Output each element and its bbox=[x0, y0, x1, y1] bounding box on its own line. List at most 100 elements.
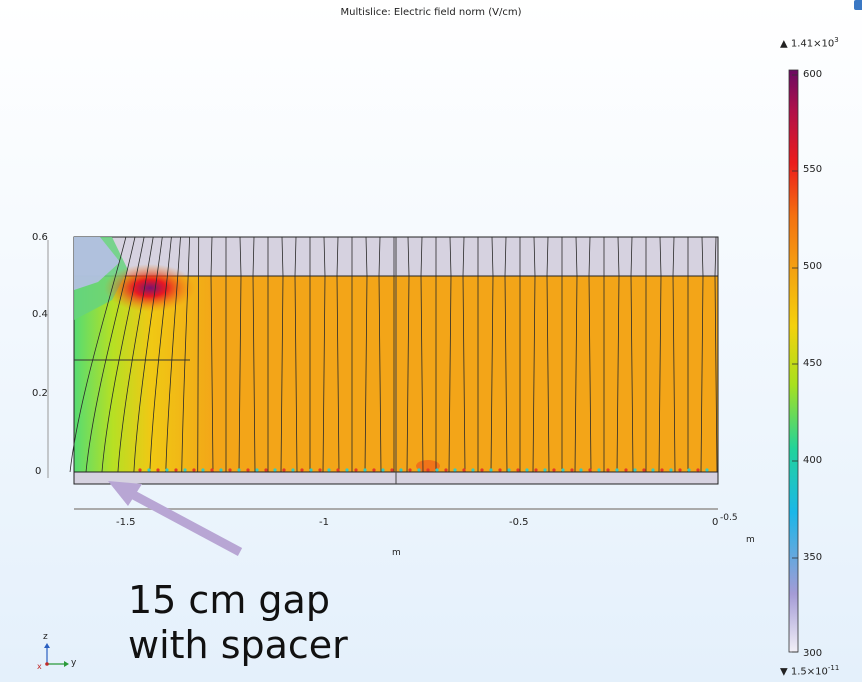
electrode-dot bbox=[561, 468, 565, 472]
y-tick-label: 0.2 bbox=[32, 388, 48, 399]
colorbar bbox=[788, 69, 799, 653]
electrode-dot bbox=[372, 468, 376, 472]
toolbar-icon[interactable] bbox=[854, 0, 862, 10]
electrode-dot bbox=[147, 468, 151, 472]
field-line bbox=[588, 236, 592, 473]
y-tick-label: 0.4 bbox=[32, 309, 48, 320]
field-line bbox=[322, 236, 326, 473]
field-line bbox=[462, 236, 466, 473]
electrode-dot bbox=[570, 468, 574, 472]
electrode-dot bbox=[408, 468, 412, 472]
x-tick-label: 0 bbox=[712, 517, 719, 528]
electrode-dot bbox=[678, 468, 682, 472]
field-line bbox=[490, 236, 494, 473]
field-line bbox=[181, 236, 190, 473]
field-line bbox=[672, 236, 676, 473]
electrode-dot bbox=[597, 468, 601, 472]
plot-title: Multislice: Electric field norm (V/cm) bbox=[340, 7, 522, 18]
field-line bbox=[532, 236, 536, 473]
colorbar-ticks bbox=[792, 74, 798, 653]
electrode-dot bbox=[201, 468, 205, 472]
electrode-dot bbox=[453, 468, 457, 472]
gap-annotation: 15 cm gap with spacer bbox=[128, 578, 348, 668]
electrode-dot bbox=[174, 468, 178, 472]
field-line bbox=[117, 236, 154, 473]
electrode-dot bbox=[336, 468, 340, 472]
field-line bbox=[280, 236, 284, 473]
electrode-dot bbox=[156, 468, 160, 472]
electrode-dot bbox=[300, 468, 304, 472]
field-line bbox=[294, 236, 298, 473]
x-tick-label: -1.5 bbox=[116, 517, 136, 528]
field-line bbox=[420, 236, 424, 473]
electrode-dot bbox=[219, 468, 223, 472]
electrode-dot bbox=[399, 468, 403, 472]
x-unit-label: m bbox=[392, 548, 401, 558]
field-line bbox=[658, 236, 662, 473]
field-line bbox=[714, 236, 718, 473]
x-offset-label: -0.5 bbox=[720, 513, 738, 523]
electrode-dot bbox=[651, 468, 655, 472]
electrode-dot bbox=[705, 468, 709, 472]
y-tick-label: 0.6 bbox=[32, 232, 48, 243]
colorbar-tick-label: 400 bbox=[803, 455, 823, 466]
electrode-dot bbox=[237, 468, 241, 472]
field-line bbox=[504, 236, 508, 473]
field-line bbox=[101, 236, 145, 473]
x-tick-label: -1 bbox=[319, 517, 329, 528]
electrode-dot bbox=[381, 468, 385, 472]
electrode-dot bbox=[471, 468, 475, 472]
field-line bbox=[378, 236, 382, 473]
electrode-dot bbox=[192, 468, 196, 472]
electrode-dot bbox=[534, 468, 538, 472]
electrode-dot bbox=[282, 468, 286, 472]
electrode-dot bbox=[291, 468, 295, 472]
colorbar-max: ▲ 1.41×103 bbox=[780, 36, 839, 50]
field-line bbox=[210, 236, 214, 473]
hotspot bbox=[104, 264, 196, 312]
field-line bbox=[149, 236, 172, 473]
field-line bbox=[630, 236, 634, 473]
electrode-dot bbox=[642, 468, 646, 472]
y-tick-label: 0 bbox=[35, 466, 42, 477]
electrode-dot bbox=[462, 468, 466, 472]
electrode-dot bbox=[606, 468, 610, 472]
colorbar-tick-label: 350 bbox=[803, 552, 823, 563]
axis-triad: z y x bbox=[36, 632, 86, 672]
electrode-dot bbox=[354, 468, 358, 472]
field-line bbox=[252, 236, 256, 473]
field-line bbox=[336, 236, 340, 473]
electrode-dot bbox=[138, 468, 142, 472]
electrode-dot bbox=[264, 468, 268, 472]
triad-arrows bbox=[44, 643, 69, 667]
electrode-dot bbox=[363, 468, 367, 472]
annotation-arrowhead bbox=[108, 481, 142, 506]
right-unit-label: m bbox=[746, 535, 755, 545]
electrode-dot bbox=[660, 468, 664, 472]
electrode-dot bbox=[444, 468, 448, 472]
field-line bbox=[406, 236, 410, 473]
triad-x-label: x bbox=[37, 662, 42, 671]
electrode-dot bbox=[273, 468, 277, 472]
electrode-dot bbox=[579, 468, 583, 472]
electrode-dot bbox=[417, 468, 421, 472]
hotspot-bottom bbox=[416, 460, 440, 472]
triad-z-label: z bbox=[43, 632, 48, 642]
field-line bbox=[546, 236, 550, 473]
electrode-dot bbox=[228, 468, 232, 472]
electrode-dot bbox=[246, 468, 250, 472]
colorbar-tick-label: 600 bbox=[803, 69, 823, 80]
electrode-dot bbox=[210, 468, 214, 472]
electrode-dot bbox=[327, 468, 331, 472]
electrode-dot bbox=[489, 468, 493, 472]
electrode-dot bbox=[318, 468, 322, 472]
electrode-dot bbox=[624, 468, 628, 472]
electrode-dot bbox=[507, 468, 511, 472]
field-line bbox=[69, 236, 127, 473]
field-line bbox=[133, 236, 163, 473]
electrode-dot bbox=[588, 468, 592, 472]
field-line bbox=[700, 236, 704, 473]
colorbar-tick-label: 300 bbox=[803, 648, 823, 659]
electrode-dot bbox=[615, 468, 619, 472]
